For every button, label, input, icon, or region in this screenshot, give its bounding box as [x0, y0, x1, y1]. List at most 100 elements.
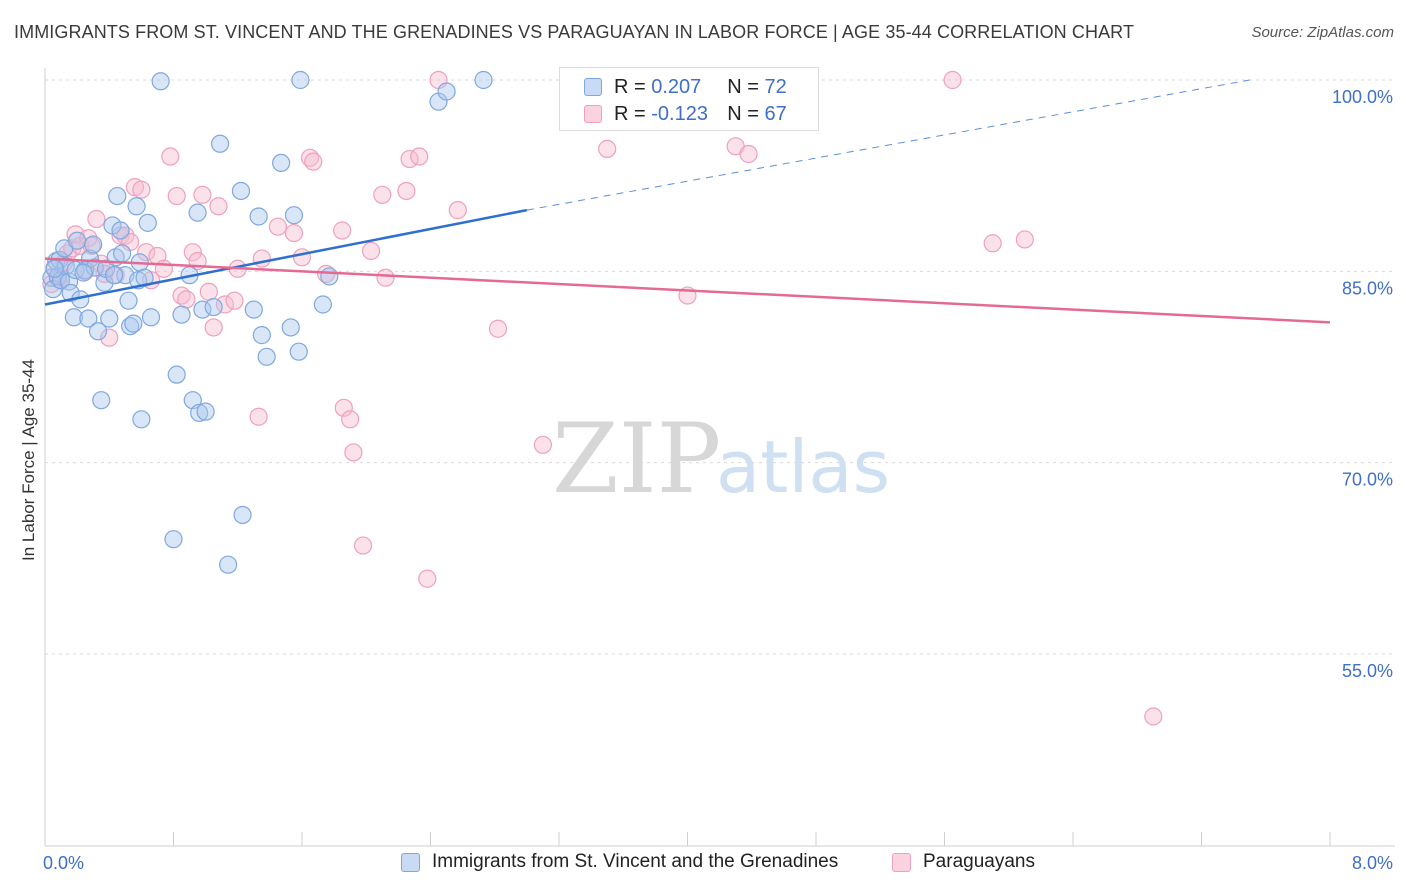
pink-point [100, 328, 119, 347]
blue-point [141, 308, 161, 327]
blue-point [172, 305, 191, 324]
bottom-legend-label-blue: Immigrants from St. Vincent and the Gren… [432, 851, 839, 872]
pink-point [268, 217, 288, 236]
y-tick-label: 85.0% [1342, 278, 1393, 298]
bottom-legend-swatch-pink [892, 852, 911, 872]
legend-r-value-pink: -0.123 [651, 102, 708, 125]
blue-point [121, 317, 140, 336]
blue-point [45, 259, 64, 278]
pink-point [183, 243, 202, 262]
pink-point [488, 319, 508, 338]
source-label: Source: ZipAtlas.com [1251, 24, 1394, 41]
blue-point [84, 235, 103, 254]
bottom-legend-pink: Paraguayans [892, 851, 1035, 873]
blue-series-points [42, 70, 493, 574]
pink-point [209, 197, 228, 216]
pink-point [361, 241, 381, 261]
bottom-legend: Immigrants from St. Vincent and the Gren… [0, 851, 1406, 877]
pink-series-points [42, 70, 1163, 726]
axes [44, 68, 1395, 847]
pink-point [397, 181, 416, 201]
pink-point [137, 243, 156, 262]
blue-point [281, 318, 300, 337]
pink-point [598, 139, 617, 158]
blue-point [188, 203, 207, 222]
pink-point [87, 209, 106, 229]
x-tick-label-max: 8.0% [1352, 853, 1393, 873]
legend-row-pink: R = -0.123 N = 67 [584, 102, 787, 126]
blue-point [313, 295, 332, 314]
pink-point [161, 147, 180, 166]
blue-point [284, 206, 304, 225]
pink-point [292, 248, 312, 267]
blue-point [61, 283, 80, 303]
blue-point [219, 555, 238, 574]
watermark-atlas: atlas [716, 425, 890, 509]
bottom-legend-swatch-blue [401, 852, 420, 872]
blue-point [252, 326, 271, 345]
blue-point [320, 267, 339, 286]
bottom-legend-label-pink: Paraguayans [923, 851, 1035, 872]
legend-n-value-pink: 67 [764, 102, 787, 125]
pink-point [249, 407, 268, 426]
blue-trend-line-extension [526, 79, 1250, 211]
pink-point [448, 201, 467, 220]
blue-point [291, 70, 310, 90]
pink-point [410, 147, 429, 166]
blue-point [289, 342, 308, 361]
blue-point [112, 244, 132, 263]
legend-r-value-blue: 0.207 [651, 75, 702, 98]
blue-point [59, 272, 79, 291]
pink-point [983, 234, 1002, 253]
blue-point [272, 153, 291, 173]
y-tick-label: 100.0% [1332, 87, 1393, 107]
blue-trend-line [44, 208, 528, 306]
x-tick-label-min: 0.0% [43, 853, 84, 873]
pink-point [533, 435, 553, 454]
stats-legend: R = 0.207 N = 72 R = -0.123 N = 67 [559, 67, 819, 131]
watermark-zip: ZIP [552, 403, 721, 515]
pink-point [739, 144, 758, 164]
blue-point [167, 365, 186, 384]
blue-point [95, 273, 114, 292]
pink-point [199, 282, 218, 301]
pink-point [204, 318, 223, 337]
pink-point [376, 268, 395, 287]
y-axis-title: In Labor Force | Age 35-44 [19, 359, 38, 561]
blue-point [104, 266, 124, 285]
watermark: ZIP atlas [552, 403, 890, 515]
blue-point [111, 221, 130, 240]
blue-point [257, 347, 276, 366]
legend-r-label-pink: R = [614, 102, 646, 125]
blue-point [92, 391, 111, 410]
blue-point [249, 207, 268, 226]
grid-lines [45, 79, 1395, 655]
blue-point [88, 322, 108, 341]
blue-point [151, 72, 170, 91]
blue-point [79, 309, 98, 328]
pink-point [333, 221, 352, 240]
pink-point [284, 223, 304, 243]
pink-point [252, 249, 271, 268]
pink-point [225, 291, 244, 310]
pink-point [418, 569, 437, 588]
blue-point [231, 181, 251, 201]
pink-point [334, 398, 353, 417]
blue-point [56, 257, 75, 276]
legend-row-blue: R = 0.207 N = 72 [584, 75, 787, 99]
pink-point [132, 180, 151, 199]
y-tick-label: 55.0% [1342, 661, 1393, 681]
tick-labels: 55.0% 70.0% 85.0% 100.0% 0.0% 8.0% [43, 87, 1393, 873]
pink-trend-line [44, 257, 1331, 324]
blue-point [119, 291, 138, 310]
trend-lines [44, 79, 1331, 324]
legend-n-value-blue: 72 [764, 75, 787, 98]
legend-r-label-blue: R = [614, 75, 646, 98]
blue-point [193, 300, 212, 319]
blue-point [100, 309, 119, 328]
pink-point [193, 185, 212, 204]
y-tick-label: 70.0% [1342, 470, 1393, 490]
blue-point [64, 308, 84, 327]
pink-point [1144, 707, 1163, 726]
